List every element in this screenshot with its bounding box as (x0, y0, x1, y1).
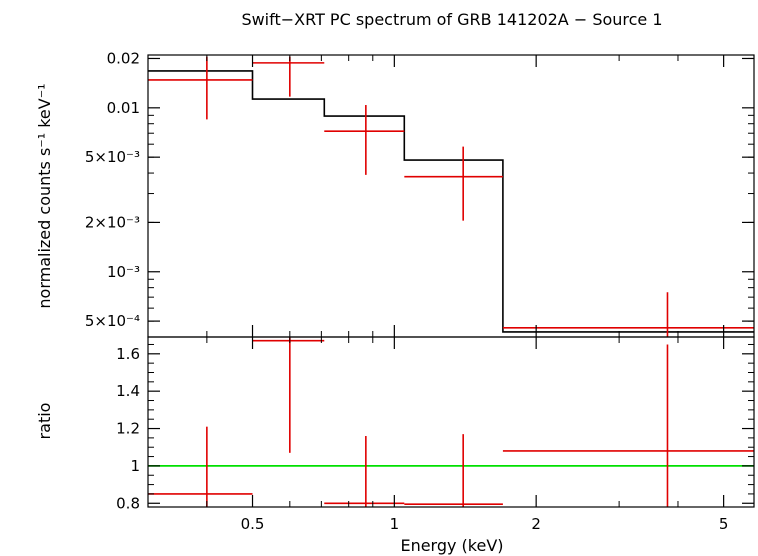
xtick-label-2: 1 (390, 515, 400, 533)
top-ylabel: normalized counts s⁻¹ keV⁻¹ (35, 83, 54, 308)
top-ytick-label-2: 0.01 (107, 99, 140, 117)
top-ytick-label-6: 5×10⁻⁴ (85, 312, 140, 330)
xtick-label-3: 2 (531, 515, 541, 533)
counts-panel: 0.02 0.01 5×10⁻³ 2×10⁻³ 10⁻³ 5×10⁻⁴ (85, 49, 755, 338)
ratio-ytick-label-5: 1.6 (116, 345, 140, 363)
chart-title: Swift−XRT PC spectrum of GRB 141202A − S… (241, 10, 662, 29)
top-panel-frame (147, 54, 755, 338)
top-ytick-label-5: 10⁻³ (107, 263, 140, 281)
x-axis-label: Energy (keV) (400, 536, 503, 555)
ratio-ytick-label-3: 1.2 (116, 420, 140, 438)
xtick-label-1: 0.5 (241, 515, 265, 533)
top-ytick-label-1: 0.02 (107, 49, 140, 67)
ratio-panel: 0.8 1 1.2 1.4 1.6 0.5 1 2 5 (116, 55, 755, 533)
ratio-ytick-label-4: 1.4 (116, 382, 140, 400)
bottom-panel-frame (147, 336, 755, 508)
top-ytick-label-4: 2×10⁻³ (85, 213, 140, 231)
model-step-line (148, 70, 754, 333)
ratio-ytick-label-1: 0.8 (116, 494, 140, 512)
top-ytick-label-3: 5×10⁻³ (85, 148, 140, 166)
xtick-label-4: 5 (719, 515, 729, 533)
ratio-ytick-label-2: 1 (130, 457, 140, 475)
bottom-ylabel: ratio (35, 403, 54, 440)
